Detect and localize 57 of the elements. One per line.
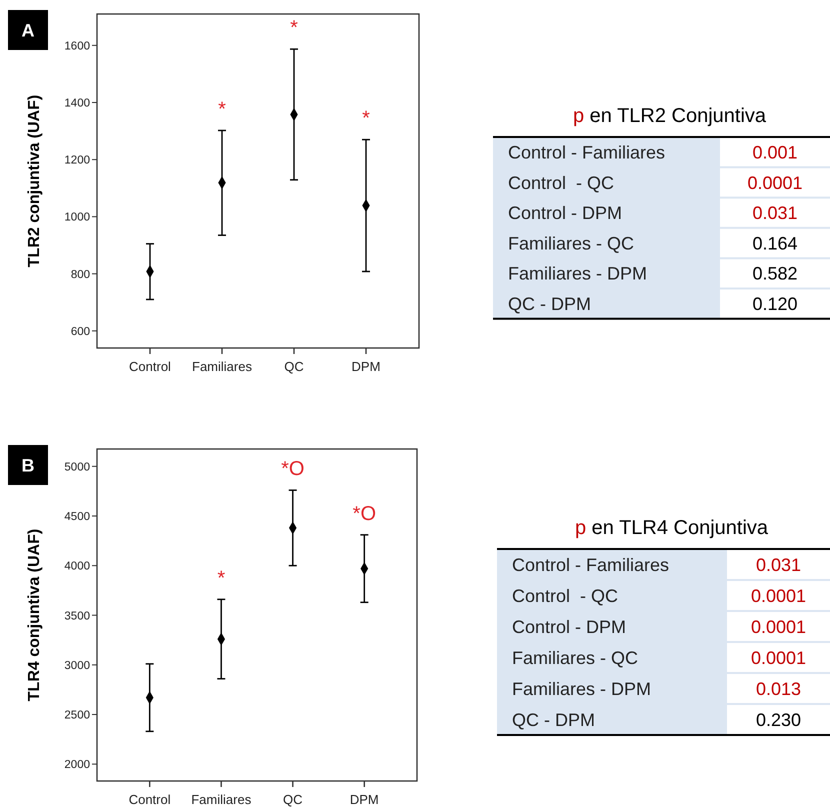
text: A	[22, 20, 34, 40]
annotation: *	[362, 108, 370, 130]
data-label: 0.0001	[750, 616, 806, 637]
y-tick-label: 600	[70, 326, 90, 338]
category-label: Familiares - DPM	[508, 264, 648, 284]
x-tick-label: DPM	[352, 359, 380, 374]
category-label: Control - DPM	[508, 203, 622, 224]
x-tick-label: Control	[129, 359, 172, 374]
x-tick-label: Familiares	[191, 792, 252, 807]
category-label: Control - QC	[512, 586, 618, 606]
annotation: *O	[352, 502, 376, 525]
y-tick-label: 4500	[64, 511, 90, 524]
y-tick-label: 5000	[64, 461, 90, 474]
category-label: Control - Familiares	[512, 554, 670, 575]
annotation: *	[290, 17, 298, 40]
y-tick-label: 3000	[64, 660, 90, 672]
category-label: Familiares - QC	[512, 648, 638, 668]
category-label: Control - QC	[508, 172, 614, 193]
y-tick-label: 4000	[64, 560, 90, 573]
category-label: Control - Familiares	[508, 142, 666, 162]
data-label: 0.0001	[750, 586, 806, 606]
data-label: 0.120	[752, 294, 798, 314]
annotation: *O	[281, 458, 304, 480]
y-axis-title: TLR4 conjuntiva (UAF)	[26, 528, 43, 702]
data-label: 0.031	[752, 203, 798, 224]
text: B	[22, 455, 34, 476]
category-label: Familiares - DPM	[512, 678, 652, 699]
category-label: QC - DPM	[508, 294, 591, 314]
y-axis-title: TLR2 conjuntiva (UAF)	[26, 94, 43, 268]
category-label: Familiares - QC	[508, 233, 634, 254]
y-tick-label: 1000	[64, 212, 90, 224]
x-tick-label: QC	[283, 792, 303, 807]
data-label: 0.001	[752, 142, 798, 162]
y-tick-label: 2000	[64, 759, 90, 772]
data-label: 0.230	[756, 710, 802, 730]
data-label: 0.0001	[750, 648, 806, 668]
x-tick-label: Familiares	[192, 359, 252, 374]
annotation: *	[217, 567, 226, 590]
category-label: QC - DPM	[512, 710, 595, 730]
data-label: 0.164	[752, 233, 798, 254]
y-tick-label: 3500	[64, 610, 90, 622]
text: p en TLR4 Conjuntiva	[574, 517, 769, 539]
y-tick-label: 1400	[64, 98, 90, 110]
y-tick-label: 2500	[64, 710, 90, 722]
x-tick-label: Control	[128, 792, 171, 807]
data-label: 0.582	[752, 264, 798, 284]
annotation: *	[218, 98, 226, 120]
data-label: 0.031	[756, 554, 802, 575]
y-tick-label: 800	[70, 268, 90, 281]
text: p en TLR2 Conjuntiva	[572, 105, 767, 127]
y-tick-label: 1200	[64, 154, 90, 167]
data-label: 0.013	[756, 678, 802, 699]
category-label: Control - DPM	[512, 616, 626, 637]
y-tick-label: 1600	[64, 40, 90, 52]
data-label: 0.0001	[747, 172, 803, 193]
x-tick-label: QC	[284, 359, 304, 374]
x-tick-label: DPM	[350, 792, 379, 807]
